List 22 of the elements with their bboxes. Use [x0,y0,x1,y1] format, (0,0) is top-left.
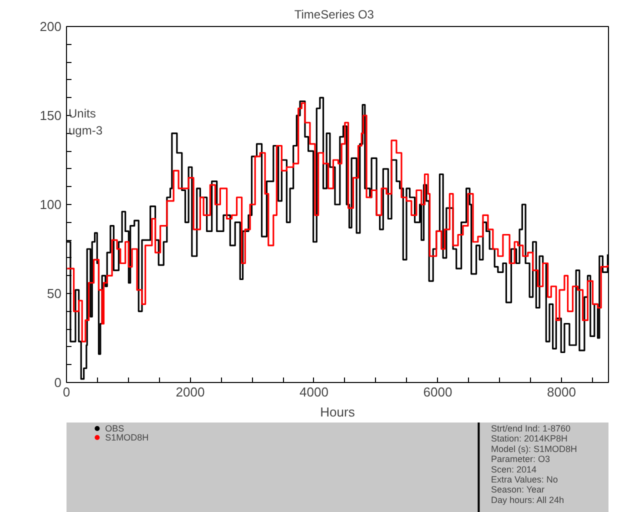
text: Strt/end Ind: 1-8760 [490,424,571,434]
text: Scen: 2014 [490,464,537,474]
text: Station: 2014KP8H [490,434,568,444]
chart-title: TimeSeries O3 [294,8,374,22]
x-axis-title: Hours [320,404,356,420]
y-tick-label: 50 [47,286,62,301]
text: Season: Year [490,484,545,495]
y-tick-label: 0 [54,375,62,390]
text: Extra Values: No [490,474,558,484]
x-tick-label: 4000 [300,384,328,400]
legend-label: S1MOD8H [105,432,149,442]
y-axis-title: Units ugm-3 [68,106,103,138]
text: Day hours: All 24h [490,494,564,505]
y-tick-label: 100 [40,197,62,212]
x-tick-label: 6000 [423,384,452,400]
text: Model (s): S1MOD8H [490,444,578,454]
legend-label: OBS [105,424,124,434]
y-tick-label: 150 [40,108,62,123]
text: Parameter: O3 [490,454,550,464]
x-tick-label: 8000 [547,384,576,400]
x-tick-label: 2000 [176,384,205,400]
y-tick-label: 200 [40,19,62,34]
